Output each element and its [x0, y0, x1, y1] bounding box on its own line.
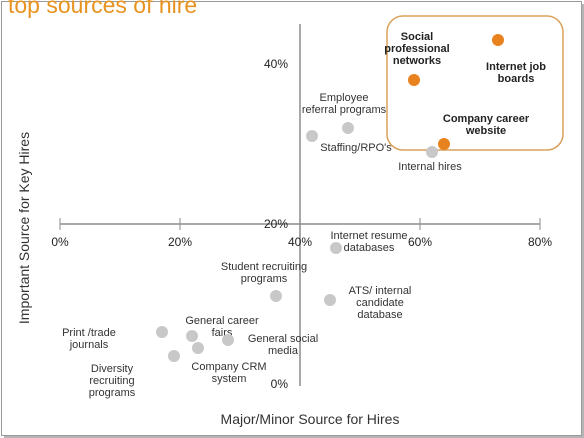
point-label: Diversity [91, 363, 134, 375]
scatter-point [156, 326, 168, 338]
scatter-point [168, 350, 180, 362]
slide-title: top sources of hire [8, 0, 198, 18]
point-label: Print /trade [62, 327, 116, 339]
point-label: referral programs [302, 104, 387, 116]
scatter-point [324, 294, 336, 306]
scatter-point [330, 242, 342, 254]
point-label: ATS/ internal [349, 285, 412, 297]
x-tick-label: 60% [408, 235, 432, 249]
point-label: professional [384, 43, 449, 55]
point-label: Student recruiting [221, 261, 307, 273]
scatter-point [186, 330, 198, 342]
slide-shadow-right [582, 4, 584, 438]
point-label: Social [401, 31, 433, 43]
point-label: candidate [356, 297, 404, 309]
x-tick-label: 20% [168, 235, 192, 249]
y-tick-label: 20% [264, 217, 288, 231]
scatter-point [222, 334, 234, 346]
point-label: recruiting [89, 375, 134, 387]
slide-shadow-bottom [4, 436, 584, 438]
point-label: website [465, 125, 506, 137]
x-tick-label: 0% [51, 235, 69, 249]
point-label: programs [241, 273, 288, 285]
scatter-point [438, 138, 450, 150]
point-label: Company career [443, 113, 530, 125]
scatter-point [492, 34, 504, 46]
point-label: journals [69, 339, 109, 351]
point-label: Staffing/RPO's [320, 142, 392, 154]
point-label: boards [498, 73, 535, 85]
point-label: system [212, 373, 247, 385]
point-label: Company CRM [191, 361, 266, 373]
scatter-point [342, 122, 354, 134]
x-axis-title: Major/Minor Source for Hires [221, 411, 400, 427]
scatter-point [192, 342, 204, 354]
x-tick-label: 80% [528, 235, 552, 249]
y-axis-title: Important Source for Key Hires [16, 132, 32, 324]
point-label: General career [185, 315, 259, 327]
point-label: databases [344, 242, 395, 254]
point-label: General social [248, 333, 318, 345]
scatter-point [270, 290, 282, 302]
point-label: Internal hires [398, 161, 462, 173]
point-label: Employee [320, 92, 369, 104]
highlight-box [386, 15, 564, 151]
scatter-point [426, 146, 438, 158]
scatter-point [408, 74, 420, 86]
scatter-point [306, 130, 318, 142]
point-label: media [268, 345, 299, 357]
y-tick-label: 0% [271, 377, 289, 391]
x-tick-label: 40% [288, 235, 312, 249]
point-label: networks [393, 55, 441, 67]
point-label: Internet resume [330, 230, 407, 242]
point-label: programs [89, 387, 136, 399]
point-label: database [357, 309, 402, 321]
point-label: Internet job [486, 61, 546, 73]
y-tick-label: 40% [264, 57, 288, 71]
